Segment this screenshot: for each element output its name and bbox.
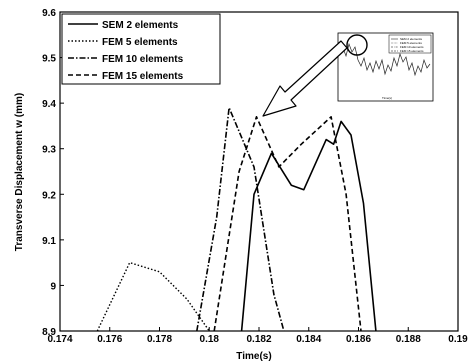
- x-tick-label: 0.188: [396, 334, 421, 345]
- x-tick-label: 0.186: [346, 334, 371, 345]
- axis-ticks: 0.174 0.176 0.178 0.18 0.182 0.184 0.186 0.188 0…: [42, 8, 468, 345]
- inset-legend-box: [388, 34, 432, 54]
- x-tick-label: 0.174: [47, 334, 72, 345]
- y-tick-label: 8.9: [42, 327, 56, 338]
- x-tick-label: 0.19: [448, 334, 468, 345]
- series-group: [96, 106, 377, 332]
- inset-xlabel: Time(s): [382, 96, 392, 100]
- y-axis-title: Transverse Displacement w (mm): [14, 93, 25, 251]
- y-tick-label: 9.6: [42, 8, 56, 19]
- legend: SEM 2 elements FEM 5 elements FEM 10 ele…: [61, 13, 221, 85]
- inset-trace: [339, 42, 431, 77]
- legend-label-sem-2: SEM 2 elements: [102, 20, 179, 31]
- x-axis-title: Time(s): [236, 351, 271, 362]
- inset-legend-label-4: FEM 15 elements: [400, 49, 424, 53]
- x-tick-label: 0.178: [147, 334, 172, 345]
- x-tick-label: 0.176: [97, 334, 122, 345]
- legend-box: [61, 13, 221, 85]
- x-tick-label: 0.182: [246, 334, 271, 345]
- x-tick-label: 0.184: [296, 334, 321, 345]
- y-tick-label: 9.3: [42, 145, 56, 156]
- series-line-3: [196, 106, 285, 332]
- inset-plot: SEM 2 elements FEM 5 elements FEM 10 ele…: [337, 32, 434, 102]
- zoom-arrow: [262, 40, 348, 117]
- legend-label-fem-15: FEM 15 elements: [102, 71, 184, 82]
- series-line-2: [96, 261, 210, 332]
- y-tick-label: 9.5: [42, 54, 56, 65]
- inset-legend-label-1: SEM 2 elements: [400, 37, 423, 41]
- series-line-4: [213, 116, 362, 332]
- legend-label-fem-10: FEM 10 elements: [102, 54, 184, 65]
- x-tick-label: 0.18: [200, 334, 220, 345]
- y-tick-label: 9.1: [42, 236, 56, 247]
- inset-legend-label-3: FEM 10 elements: [400, 45, 424, 49]
- y-tick-label: 9.2: [42, 190, 56, 201]
- inset-highlight-circle: [346, 34, 368, 56]
- series-line-1: [240, 120, 377, 332]
- legend-label-fem-5: FEM 5 elements: [102, 37, 178, 48]
- y-tick-label: 9: [50, 281, 56, 292]
- zoom-arrow-shape: [262, 40, 348, 117]
- inset-legend-label-2: FEM 5 elements: [400, 41, 422, 45]
- y-tick-label: 9.4: [42, 99, 56, 110]
